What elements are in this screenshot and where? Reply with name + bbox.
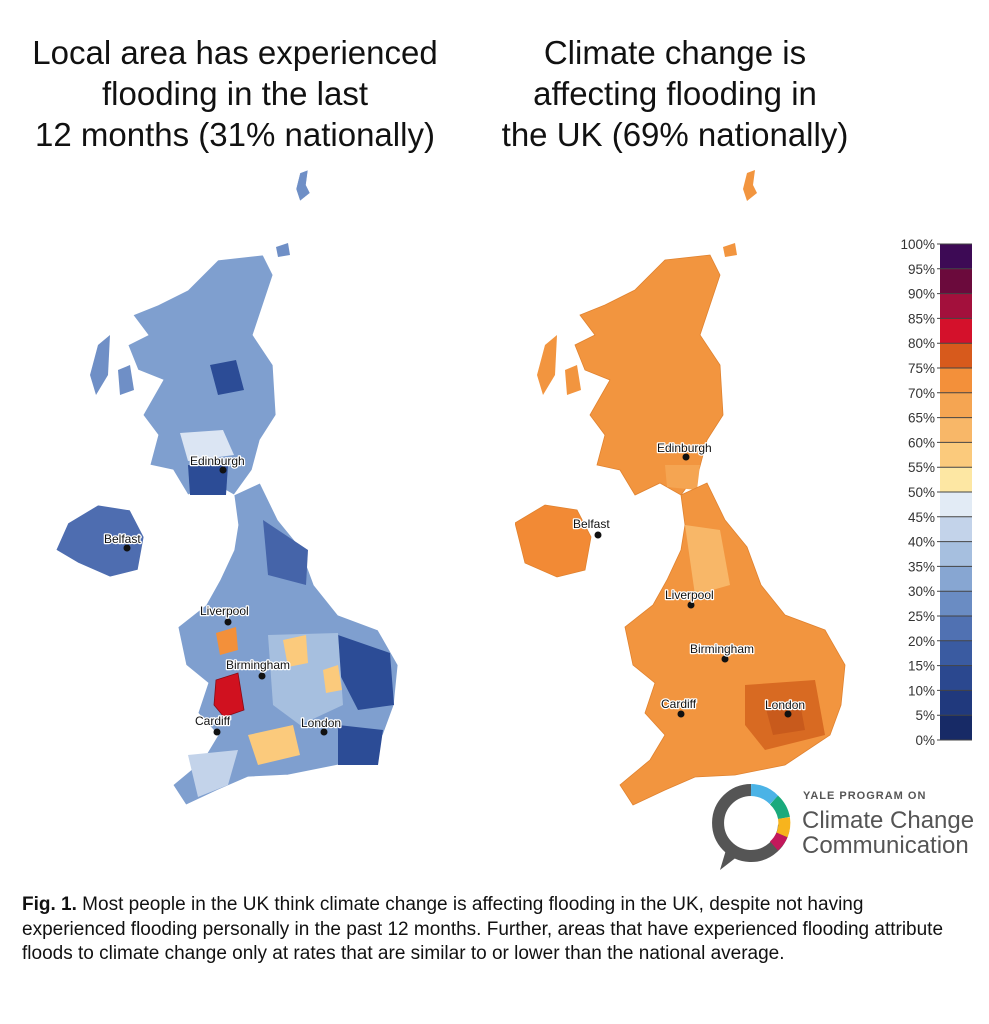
city-label-belfast: Belfast	[104, 532, 141, 546]
legend-tick-label-19: 5%	[915, 708, 935, 723]
legend-tick-label-5: 75%	[908, 361, 935, 376]
figure-caption: Fig. 1. Most people in the UK think clim…	[22, 893, 967, 967]
caption-label: Fig. 1.	[22, 894, 77, 915]
legend-tick-label-15: 25%	[908, 609, 935, 624]
shetland-right	[743, 170, 757, 201]
legend-tick-label-6: 70%	[908, 386, 935, 401]
north-england-dark	[263, 520, 308, 585]
percent-color-legend: 100% 95% 90% 85% 80% 75% 70% 65% 60% 55% 50% 45% 40%…	[900, 237, 972, 748]
legend-swatch-15	[940, 616, 972, 641]
northern-ireland-left	[55, 504, 145, 578]
western-isles-right	[537, 335, 557, 395]
legend-swatch-0	[940, 244, 972, 269]
legend-tick-label-12: 40%	[908, 535, 935, 550]
city-label-birmingham-right: Birmingham	[690, 642, 754, 656]
legend-swatch-14	[940, 591, 972, 616]
legend-tick-label-18: 10%	[908, 683, 935, 698]
left-map-title: Local area has experienced flooding in t…	[32, 34, 438, 153]
legend-swatch-2	[940, 293, 972, 319]
uk-outline-right	[515, 170, 846, 806]
climate-change-flooding-map: Edinburgh Belfast Liverpool Birmingham C…	[515, 170, 846, 806]
city-label-belfast-right: Belfast	[573, 517, 610, 531]
legend-tick-label-8: 60%	[908, 435, 935, 450]
orange-area	[216, 627, 238, 655]
city-label-london: London	[301, 716, 341, 730]
legend-swatch-13	[940, 566, 972, 592]
legend-tick-label-7: 65%	[908, 411, 935, 426]
scotland-borders-light	[665, 465, 700, 490]
hereford-flood-hotspot	[213, 672, 245, 718]
legend-swatch-1	[940, 268, 972, 294]
midlands-yellow-1	[283, 635, 308, 667]
legend-tick-label-0: 100%	[900, 237, 935, 252]
south-west-light	[188, 750, 238, 797]
legend-swatch-12	[940, 541, 972, 567]
city-label-liverpool-right: Liverpool	[665, 588, 714, 602]
legend-swatch-11	[940, 516, 972, 542]
midlands-yellow-2	[323, 665, 342, 693]
logo-line-2: Communication	[802, 832, 969, 859]
logo-line-1: Climate Change	[802, 807, 975, 834]
orkney-left	[276, 243, 290, 257]
scotland-left	[127, 254, 277, 496]
western-isles-left	[90, 335, 110, 395]
legend-tick-label-16: 20%	[908, 634, 935, 649]
city-label-liverpool: Liverpool	[200, 604, 249, 618]
legend-tick-label-2: 90%	[908, 287, 935, 302]
legend-tick-label-20: 0%	[915, 733, 935, 748]
city-label-edinburgh-right: Edinburgh	[657, 441, 712, 455]
south-east-dark	[338, 725, 383, 765]
legend-swatch-4	[940, 343, 972, 368]
legend-swatch-16	[940, 640, 972, 666]
skye-left	[118, 365, 134, 395]
south-yellow	[248, 725, 300, 765]
legend-tick-label-1: 95%	[908, 262, 935, 277]
city-label-edinburgh: Edinburgh	[190, 454, 245, 468]
legend-tick-label-14: 30%	[908, 584, 935, 599]
legend-swatch-3	[940, 318, 972, 344]
scotland-central-dark	[188, 465, 228, 495]
north-england-light	[685, 525, 730, 595]
legend-tick-label-3: 85%	[908, 311, 935, 326]
city-label-cardiff-right: Cardiff	[661, 697, 697, 711]
legend-swatch-19	[940, 715, 972, 740]
logo-top-text: YALE PROGRAM ON	[803, 790, 927, 802]
legend-tick-label-4: 80%	[908, 336, 935, 351]
legend-tick-label-9: 55%	[908, 460, 935, 475]
flooding-experience-map: Edinburgh Belfast Liverpool Birmingham C…	[55, 169, 399, 806]
scotland-north-east-dark	[210, 360, 244, 395]
legend-swatch-8	[940, 442, 972, 468]
city-label-london-right: London	[765, 698, 805, 712]
legend-swatch-9	[940, 467, 972, 492]
scotland-east-light	[180, 430, 234, 461]
legend-swatch-5	[940, 368, 972, 393]
legend-tick-label-11: 45%	[908, 510, 935, 525]
city-markers-right: Edinburgh Belfast Liverpool Birmingham C…	[572, 440, 806, 718]
northern-ireland-right	[515, 504, 592, 578]
legend-swatch-17	[940, 665, 972, 691]
skye-right	[565, 365, 581, 395]
uk-outline-left	[55, 169, 399, 806]
city-label-cardiff: Cardiff	[195, 714, 231, 728]
legend-tick-label-10: 50%	[908, 485, 935, 500]
city-label-birmingham: Birmingham	[226, 658, 290, 672]
logo-ring-icon	[712, 784, 791, 870]
scotland-right	[574, 254, 724, 496]
city-markers-left: Edinburgh Belfast Liverpool Birmingham C…	[103, 453, 342, 736]
legend-swatch-7	[940, 417, 972, 443]
shetland-left	[295, 169, 311, 202]
legend-swatch-18	[940, 690, 972, 716]
legend-swatch-6	[940, 392, 972, 418]
east-england-dark	[338, 635, 394, 710]
legend-tick-label-13: 35%	[908, 559, 935, 574]
london-area-darker	[765, 703, 805, 735]
right-map-title: Climate change is affecting flooding in …	[501, 34, 849, 153]
legend-swatch-10	[940, 492, 972, 517]
caption-text: Most people in the UK think climate chan…	[22, 894, 944, 964]
yale-climate-logo: YALE PROGRAM ON Climate Change Communica…	[708, 780, 988, 875]
orkney-right	[723, 243, 737, 257]
legend-tick-label-17: 15%	[908, 659, 935, 674]
